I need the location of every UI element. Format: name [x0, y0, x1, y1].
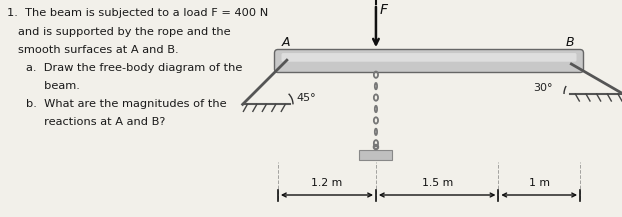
Text: smooth surfaces at A and B.: smooth surfaces at A and B. — [18, 45, 179, 55]
Text: 1.  The beam is subjected to a load F = 400 N: 1. The beam is subjected to a load F = 4… — [7, 8, 268, 18]
Text: 1 m: 1 m — [529, 178, 550, 188]
Text: A: A — [282, 36, 290, 49]
Text: F: F — [380, 3, 388, 17]
FancyBboxPatch shape — [282, 53, 577, 62]
Text: int: int — [250, 99, 252, 100]
Text: a.  Draw the free-body diagram of the: a. Draw the free-body diagram of the — [26, 63, 243, 73]
Text: 1.5 m: 1.5 m — [422, 178, 453, 188]
Text: beam.: beam. — [26, 81, 80, 91]
Text: 30°: 30° — [533, 83, 552, 93]
FancyBboxPatch shape — [274, 49, 583, 72]
Text: 1.2 m: 1.2 m — [312, 178, 343, 188]
FancyBboxPatch shape — [360, 150, 392, 159]
Text: B: B — [565, 36, 574, 49]
Text: b.  What are the magnitudes of the: b. What are the magnitudes of the — [26, 99, 226, 109]
Text: and is supported by the rope and the: and is supported by the rope and the — [18, 27, 231, 37]
Text: 45°: 45° — [296, 93, 315, 103]
Text: reactions at A and B?: reactions at A and B? — [26, 117, 165, 127]
